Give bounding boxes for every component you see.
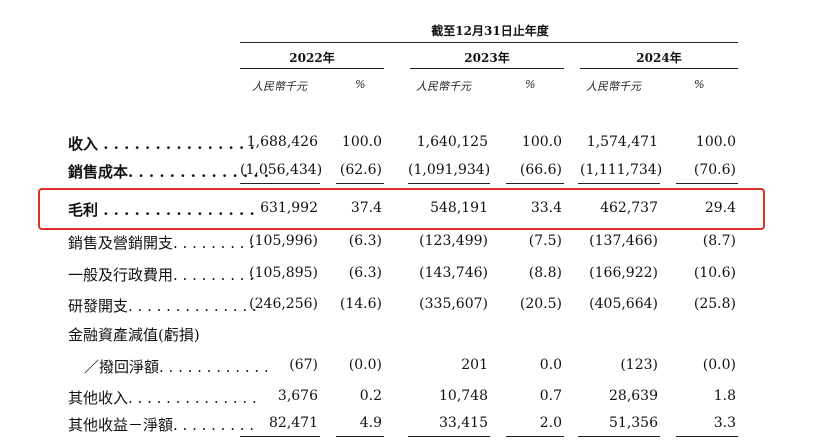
cell: 100.0	[521, 134, 562, 150]
cell: 1.8	[713, 388, 736, 404]
row-label-impairment-net: ／撥回淨額. . . . . . . . . . . .	[84, 358, 269, 376]
cell: 3.3	[713, 415, 736, 431]
cell: (166,922)	[589, 265, 658, 281]
cell: (6.3)	[348, 233, 382, 249]
cell: 1,640,125	[416, 134, 488, 150]
cell: (1,111,734)	[580, 162, 663, 178]
gross-profit-highlight-box	[38, 188, 765, 230]
cell: (62.6)	[339, 162, 382, 178]
row-label-gross-profit: 毛利 . . . . . . . . . . . . . . .	[68, 201, 255, 219]
cell: 100.0	[341, 134, 382, 150]
cell: (70.6)	[693, 162, 736, 178]
cell: 0.7	[539, 388, 562, 404]
subtotal-line	[676, 183, 738, 184]
cell: (10.6)	[693, 265, 736, 281]
subtotal-line	[408, 183, 490, 184]
cell: 28,639	[609, 388, 658, 404]
cell: (14.6)	[339, 296, 382, 312]
cell: 10,748	[439, 388, 488, 404]
cell: (7.5)	[528, 233, 562, 249]
year-2024-underline	[580, 68, 738, 69]
period-underline	[240, 42, 738, 43]
bottom-line	[676, 436, 738, 437]
subtotal-line	[578, 183, 660, 184]
cell: 1,688,426	[246, 134, 318, 150]
bottom-line	[240, 436, 320, 437]
year-2022: 2022年	[289, 51, 335, 65]
cell: (8.7)	[702, 233, 736, 249]
row-label-selling-expenses: 銷售及營銷開支. . . . . . . . .	[68, 234, 255, 252]
pct-label-2022: %	[355, 78, 366, 91]
cell: (0.0)	[348, 357, 382, 373]
cell: 201	[461, 357, 488, 373]
cell: (25.8)	[693, 296, 736, 312]
cell: 0.2	[359, 388, 382, 404]
unit-label-2022: 人民幣千元	[252, 80, 307, 93]
row-label-other-income: 其他收入. . . . . . . . . . . . . .	[68, 389, 257, 407]
year-2023-underline	[410, 68, 564, 69]
row-label-impairment: 金融資產減值(虧損)	[68, 326, 200, 344]
cell: (123)	[620, 357, 658, 373]
cell: 3,676	[277, 388, 318, 404]
bottom-line	[506, 436, 564, 437]
period-heading: 截至12月31日止年度	[431, 24, 549, 38]
year-2022-underline	[240, 68, 384, 69]
cell: (20.5)	[519, 296, 562, 312]
bottom-line	[408, 436, 490, 437]
row-label-admin-expenses: 一般及行政費用. . . . . . . . .	[68, 266, 255, 284]
year-2023: 2023年	[464, 51, 510, 65]
cell: (335,607)	[419, 296, 488, 312]
bottom-line	[336, 436, 384, 437]
cell: 100.0	[695, 134, 736, 150]
cell: (246,256)	[249, 296, 318, 312]
cell: (67)	[289, 357, 318, 373]
cell: (0.0)	[702, 357, 736, 373]
cell: (123,499)	[419, 233, 488, 249]
row-label-revenue: 收入 . . . . . . . . . . . . . . .	[68, 135, 255, 153]
cell: 82,471	[269, 415, 318, 431]
cell: (105,895)	[249, 265, 318, 281]
row-label-other-gains: 其他收益－淨額. . . . . . . . .	[68, 416, 255, 434]
cell: (66.6)	[519, 162, 562, 178]
cell: (6.3)	[348, 265, 382, 281]
cell: 33,415	[439, 415, 488, 431]
cell: 462,737	[600, 200, 658, 216]
cell: 37.4	[350, 200, 382, 216]
cell: 1,574,471	[586, 134, 658, 150]
unit-label-2024: 人民幣千元	[586, 80, 641, 93]
row-label-rnd-expenses: 研發開支. . . . . . . . . . . . . .	[68, 297, 257, 315]
subtotal-line	[336, 183, 384, 184]
unit-label-2023: 人民幣千元	[416, 80, 471, 93]
subtotal-line	[506, 183, 564, 184]
year-2024: 2024年	[636, 51, 682, 65]
cell: (1,056,434)	[240, 162, 323, 178]
cell: 631,992	[260, 200, 318, 216]
cell: 51,356	[609, 415, 658, 431]
cell: (105,996)	[249, 233, 318, 249]
cell: (137,466)	[589, 233, 658, 249]
cell: (8.8)	[528, 265, 562, 281]
row-label-cost-of-sales: 銷售成本. . . . . . . . . . . . . .	[68, 163, 269, 181]
cell: 0.0	[539, 357, 562, 373]
cell: 33.4	[530, 200, 562, 216]
cell: (143,746)	[419, 265, 488, 281]
cell: (405,664)	[589, 296, 658, 312]
cell: 548,191	[430, 200, 488, 216]
cell: 29.4	[704, 200, 736, 216]
cell: 4.9	[359, 415, 382, 431]
pct-label-2024: %	[694, 78, 705, 91]
cell: (1,091,934)	[408, 162, 491, 178]
subtotal-line	[240, 183, 320, 184]
pct-label-2023: %	[525, 78, 536, 91]
bottom-line	[578, 436, 660, 437]
cell: 2.0	[539, 415, 562, 431]
